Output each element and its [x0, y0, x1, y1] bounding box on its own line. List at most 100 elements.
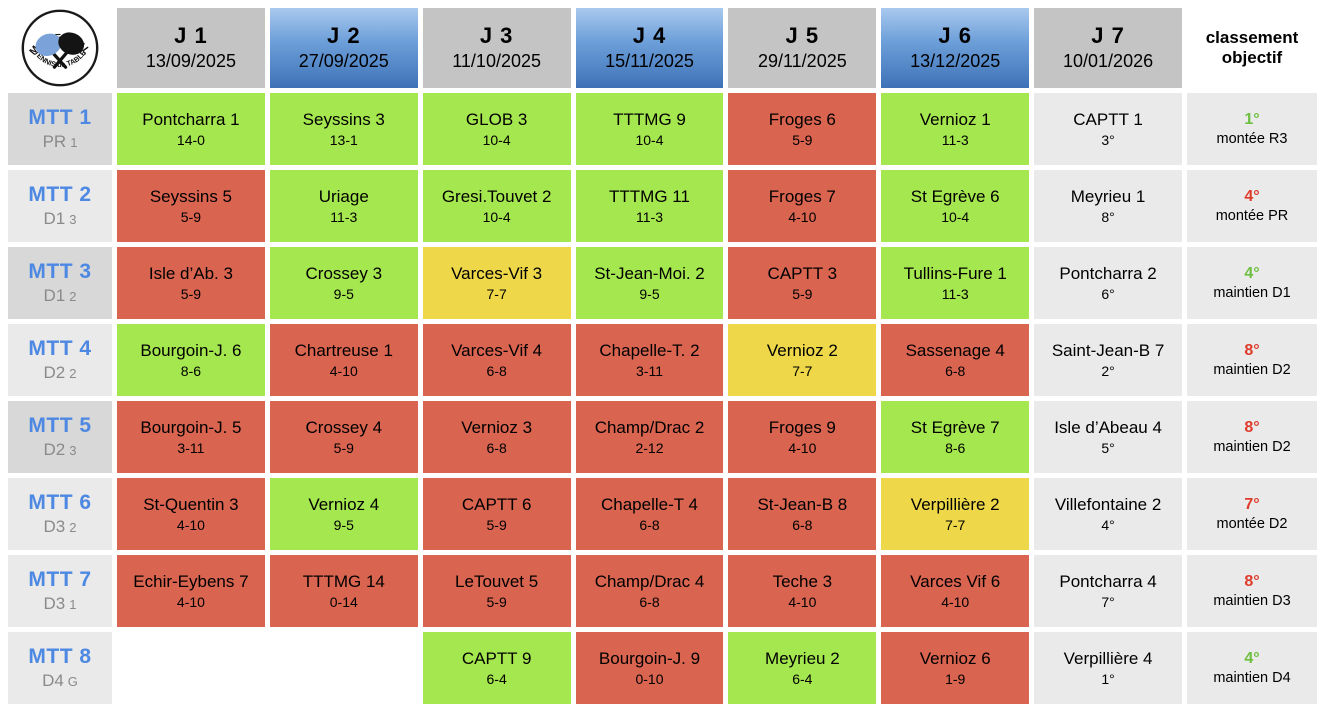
opponent-name: Vernioz 2 — [766, 341, 838, 361]
match-cell: TTTMG 14 0-14 — [269, 555, 418, 627]
match-cell: Varces-Vif 3 7-7 — [422, 247, 571, 319]
match-cell: Isle d’Abeau 4 5° — [1034, 401, 1182, 473]
match-cell: Pontcharra 4 7° — [1034, 555, 1182, 627]
match-cell: Froges 6 5-9 — [728, 93, 877, 165]
opponent-name: Chartreuse 1 — [294, 341, 393, 361]
match-cell: Vernioz 4 9-5 — [269, 478, 418, 550]
match-score: 2-12 — [635, 439, 664, 456]
match-score: 4-10 — [329, 362, 358, 379]
opponent-name: CAPTT 1 — [1073, 110, 1143, 130]
match-cell: CAPTT 3 5-9 — [728, 247, 877, 319]
team-division: D4 G — [42, 671, 78, 691]
day-date: 13/09/2025 — [145, 50, 236, 71]
day-header-j3: J 3 11/10/2025 — [422, 8, 571, 88]
team-label-mtt-5: MTT 5 D2 3 — [8, 401, 112, 473]
team-name: MTT 8 — [28, 645, 92, 668]
team-name: MTT 6 — [28, 491, 92, 514]
match-score: 4-10 — [788, 593, 817, 610]
match-score: 4-10 — [941, 593, 970, 610]
opponent-name: CAPTT 6 — [461, 495, 532, 515]
division-number: 2 — [69, 289, 77, 304]
day-header-j2: J 2 27/09/2025 — [269, 8, 418, 88]
division-number: 3 — [69, 212, 77, 227]
opponent-name: Pontcharra 4 — [1059, 572, 1157, 592]
opponent-name: Champ/Drac 4 — [594, 572, 705, 592]
opponent-name: LeTouvet 5 — [455, 572, 539, 592]
match-score: 5-9 — [333, 439, 354, 456]
objective-rank: 4° — [1244, 188, 1260, 206]
team-name: MTT 4 — [28, 337, 92, 360]
club-logo: MORESTEL TENNIS de TABLE — [8, 8, 112, 88]
objective-rank: 4° — [1244, 265, 1260, 283]
match-score: 4-10 — [788, 439, 817, 456]
match-score: 11-3 — [941, 285, 969, 302]
objective-header-line2: objectif — [1221, 48, 1283, 67]
opponent-name: Villefontaine 2 — [1054, 495, 1162, 515]
match-score: 5-9 — [792, 285, 813, 302]
match-cell: Froges 7 4-10 — [728, 170, 877, 242]
opponent-name: Bourgoin-J. 9 — [598, 649, 701, 669]
match-score: 5-9 — [486, 593, 507, 610]
match-score: 5-9 — [486, 516, 507, 533]
opponent-name: Froges 7 — [768, 187, 836, 207]
objective-cell: 8° maintien D2 — [1187, 401, 1317, 473]
match-cell: Pontcharra 1 14-0 — [117, 93, 265, 165]
opponent-name: CAPTT 9 — [461, 649, 532, 669]
match-score: 7-7 — [486, 285, 507, 302]
match-score: 6-4 — [792, 670, 813, 687]
opponent-name: Chapelle-T 4 — [600, 495, 698, 515]
objective-header-line1: classement — [1205, 27, 1299, 47]
opponent-name: Bourgoin-J. 6 — [140, 341, 242, 361]
match-cell: Bourgoin-J. 6 8-6 — [117, 324, 265, 396]
team-division: D1 2 — [44, 286, 77, 306]
match-cell: Sassenage 4 6-8 — [881, 324, 1030, 396]
opponent-name: TTTMG 14 — [302, 572, 385, 592]
match-cell: Vernioz 3 6-8 — [422, 401, 571, 473]
opponent-name: CAPTT 3 — [767, 264, 838, 284]
objective-cell: 7° montée D2 — [1187, 478, 1317, 550]
match-cell: Chapelle-T. 2 3-11 — [575, 324, 724, 396]
opponent-name: Chapelle-T. 2 — [599, 341, 700, 361]
division-number: G — [67, 674, 78, 689]
team-label-mtt-1: MTT 1 PR 1 — [8, 93, 112, 165]
match-cell: Meyrieu 1 8° — [1034, 170, 1182, 242]
match-score: 3-11 — [177, 439, 205, 456]
team-name: MTT 2 — [28, 183, 92, 206]
day-label: J 1 — [174, 23, 208, 49]
match-score: 10-4 — [941, 208, 970, 225]
division-number: 2 — [69, 520, 77, 535]
opponent-name: Froges 9 — [768, 418, 836, 438]
match-score: 1-9 — [945, 670, 966, 687]
objective-cell: 8° maintien D2 — [1187, 324, 1317, 396]
opponent-name: Isle d’Abeau 4 — [1054, 418, 1162, 438]
day-label: J 3 — [479, 23, 514, 49]
opponent-name: Seyssins 3 — [302, 110, 385, 130]
team-division: D2 2 — [44, 363, 77, 383]
match-score: 5-9 — [180, 208, 202, 225]
day-date: 10/01/2026 — [1063, 50, 1154, 71]
match-score: 7-7 — [945, 516, 966, 533]
match-cell: CAPTT 6 5-9 — [422, 478, 571, 550]
match-cell: Champ/Drac 2 2-12 — [575, 401, 724, 473]
match-score: 8-6 — [180, 362, 202, 379]
match-score: 9-5 — [333, 285, 354, 302]
opponent-name: Tullins-Fure 1 — [903, 264, 1007, 284]
match-score: 10-4 — [635, 131, 664, 148]
opponent-name: Pontcharra 1 — [142, 110, 240, 130]
match-cell: Bourgoin-J. 9 0-10 — [575, 632, 724, 704]
opponent-name: Verpillière 2 — [910, 495, 1000, 515]
black-paddle-icon — [58, 32, 85, 55]
division-name: D3 — [43, 594, 66, 613]
match-score: 11-3 — [636, 208, 663, 225]
match-score: 4-10 — [788, 208, 817, 225]
opponent-name: Seyssins 5 — [149, 187, 233, 207]
match-cell: Saint-Jean-B 7 2° — [1034, 324, 1182, 396]
division-name: D3 — [43, 517, 66, 536]
match-cell: Tullins-Fure 1 11-3 — [881, 247, 1030, 319]
match-cell: Crossey 3 9-5 — [269, 247, 418, 319]
results-grid: MORESTEL TENNIS de TABLE J 1 13/09/2025 … — [8, 8, 1317, 704]
day-label: J 7 — [1091, 23, 1125, 49]
opponent-name: St Egrève 7 — [910, 418, 1000, 438]
match-score: 5-9 — [180, 285, 202, 302]
